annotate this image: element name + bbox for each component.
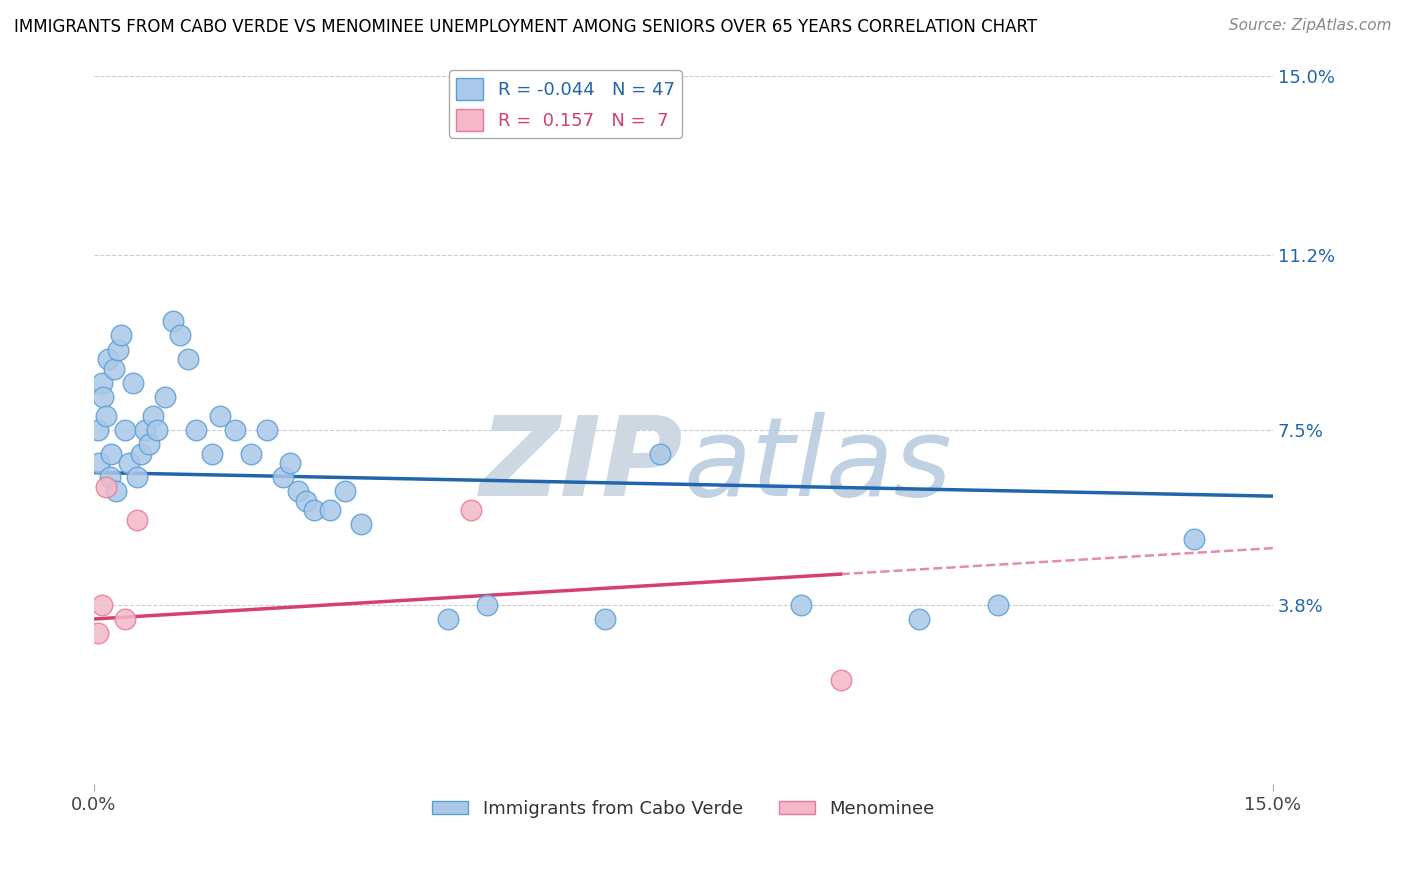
Point: [201, 447, 224, 461]
Point: [280, 456, 302, 470]
Point: [107, 343, 129, 357]
Point: [593, 612, 616, 626]
Point: [1182, 532, 1205, 546]
Point: [110, 328, 132, 343]
Point: [103, 361, 125, 376]
Point: [146, 423, 169, 437]
Legend: Immigrants from Cabo Verde, Menominee: Immigrants from Cabo Verde, Menominee: [425, 793, 942, 825]
Point: [162, 314, 184, 328]
Point: [94, 480, 117, 494]
Point: [271, 470, 294, 484]
Point: [89, 456, 111, 470]
Point: [87, 423, 110, 437]
Point: [153, 390, 176, 404]
Point: [287, 484, 309, 499]
Point: [93, 390, 115, 404]
Point: [240, 447, 263, 461]
Point: [224, 423, 246, 437]
Point: [475, 598, 498, 612]
Point: [134, 423, 156, 437]
Point: [318, 503, 340, 517]
Point: [138, 437, 160, 451]
Point: [118, 456, 141, 470]
Point: [908, 612, 931, 626]
Point: [830, 673, 852, 688]
Point: [127, 513, 149, 527]
Point: [90, 376, 112, 390]
Text: IMMIGRANTS FROM CABO VERDE VS MENOMINEE UNEMPLOYMENT AMONG SENIORS OVER 65 YEARS: IMMIGRANTS FROM CABO VERDE VS MENOMINEE …: [14, 18, 1038, 36]
Point: [648, 447, 671, 461]
Point: [129, 447, 152, 461]
Point: [97, 352, 120, 367]
Text: Source: ZipAtlas.com: Source: ZipAtlas.com: [1229, 18, 1392, 33]
Point: [90, 598, 112, 612]
Point: [114, 612, 136, 626]
Point: [104, 484, 127, 499]
Point: [122, 376, 145, 390]
Point: [790, 598, 813, 612]
Point: [94, 409, 117, 423]
Point: [100, 447, 122, 461]
Point: [987, 598, 1010, 612]
Point: [436, 612, 458, 626]
Point: [127, 470, 149, 484]
Point: [460, 503, 482, 517]
Point: [302, 503, 325, 517]
Point: [142, 409, 165, 423]
Text: atlas: atlas: [683, 412, 952, 519]
Point: [335, 484, 357, 499]
Point: [169, 328, 191, 343]
Point: [295, 494, 318, 508]
Point: [256, 423, 278, 437]
Point: [184, 423, 207, 437]
Point: [114, 423, 136, 437]
Point: [87, 626, 110, 640]
Text: ZIP: ZIP: [479, 412, 683, 519]
Point: [208, 409, 231, 423]
Point: [98, 470, 121, 484]
Point: [350, 517, 373, 532]
Point: [177, 352, 200, 367]
